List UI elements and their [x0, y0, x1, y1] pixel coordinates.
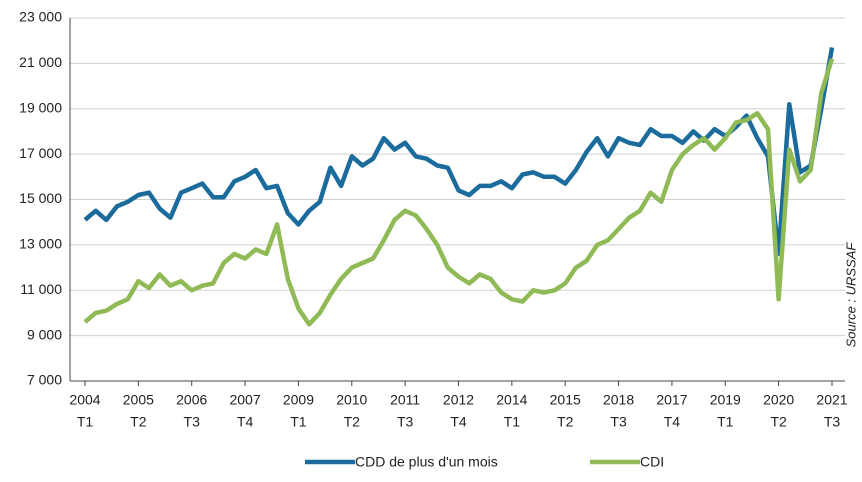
legend-label: CDD de plus d'un mois	[355, 454, 498, 470]
x-tick-label: 2021	[816, 392, 847, 408]
x-tick-label: 2019	[710, 392, 741, 408]
x-tick-label: T1	[717, 414, 734, 430]
x-tick-label: 2018	[603, 392, 634, 408]
x-tick-label: T3	[610, 414, 627, 430]
legend-label: CDI	[640, 454, 664, 470]
y-tick-label: 19 000	[19, 99, 62, 115]
x-tick-label: T3	[824, 414, 841, 430]
y-tick-label: 9 000	[27, 326, 62, 342]
x-tick-label: 2014	[496, 392, 527, 408]
source-note: Source : URSSAF	[843, 242, 858, 348]
x-tick-label: T1	[77, 414, 94, 430]
x-tick-label: T1	[504, 414, 521, 430]
x-tick-label: T4	[237, 414, 254, 430]
y-tick-label: 17 000	[19, 145, 62, 161]
x-tick-label: 2015	[550, 392, 581, 408]
y-tick-label: 13 000	[19, 236, 62, 252]
x-tick-label: 2005	[123, 392, 154, 408]
x-tick-label: 2012	[443, 392, 474, 408]
x-tick-label: 2009	[283, 392, 314, 408]
x-tick-label: T1	[290, 414, 307, 430]
x-tick-label: T2	[344, 414, 361, 430]
x-tick-label: 2011	[390, 392, 420, 408]
x-tick-label: T2	[770, 414, 787, 430]
data-line	[83, 58, 835, 327]
x-tick-label: 2020	[763, 392, 794, 408]
x-tick-label: T3	[397, 414, 414, 430]
y-tick-label: 23 000	[19, 9, 62, 25]
data-line	[83, 47, 835, 257]
x-tick-label: T2	[130, 414, 147, 430]
x-tick-label: 2004	[69, 392, 100, 408]
y-tick-label: 15 000	[19, 190, 62, 206]
x-tick-label: T2	[557, 414, 574, 430]
y-tick-label: 7 000	[27, 372, 62, 388]
x-tick-label: T4	[450, 414, 467, 430]
x-tick-label: T4	[664, 414, 681, 430]
y-tick-label: 11 000	[20, 281, 62, 297]
x-tick-label: 2006	[176, 392, 207, 408]
x-tick-label: 2007	[229, 392, 260, 408]
x-tick-label: T3	[184, 414, 201, 430]
y-tick-label: 21 000	[19, 54, 62, 70]
x-tick-label: 2017	[656, 392, 687, 408]
x-tick-label: 2010	[336, 392, 367, 408]
